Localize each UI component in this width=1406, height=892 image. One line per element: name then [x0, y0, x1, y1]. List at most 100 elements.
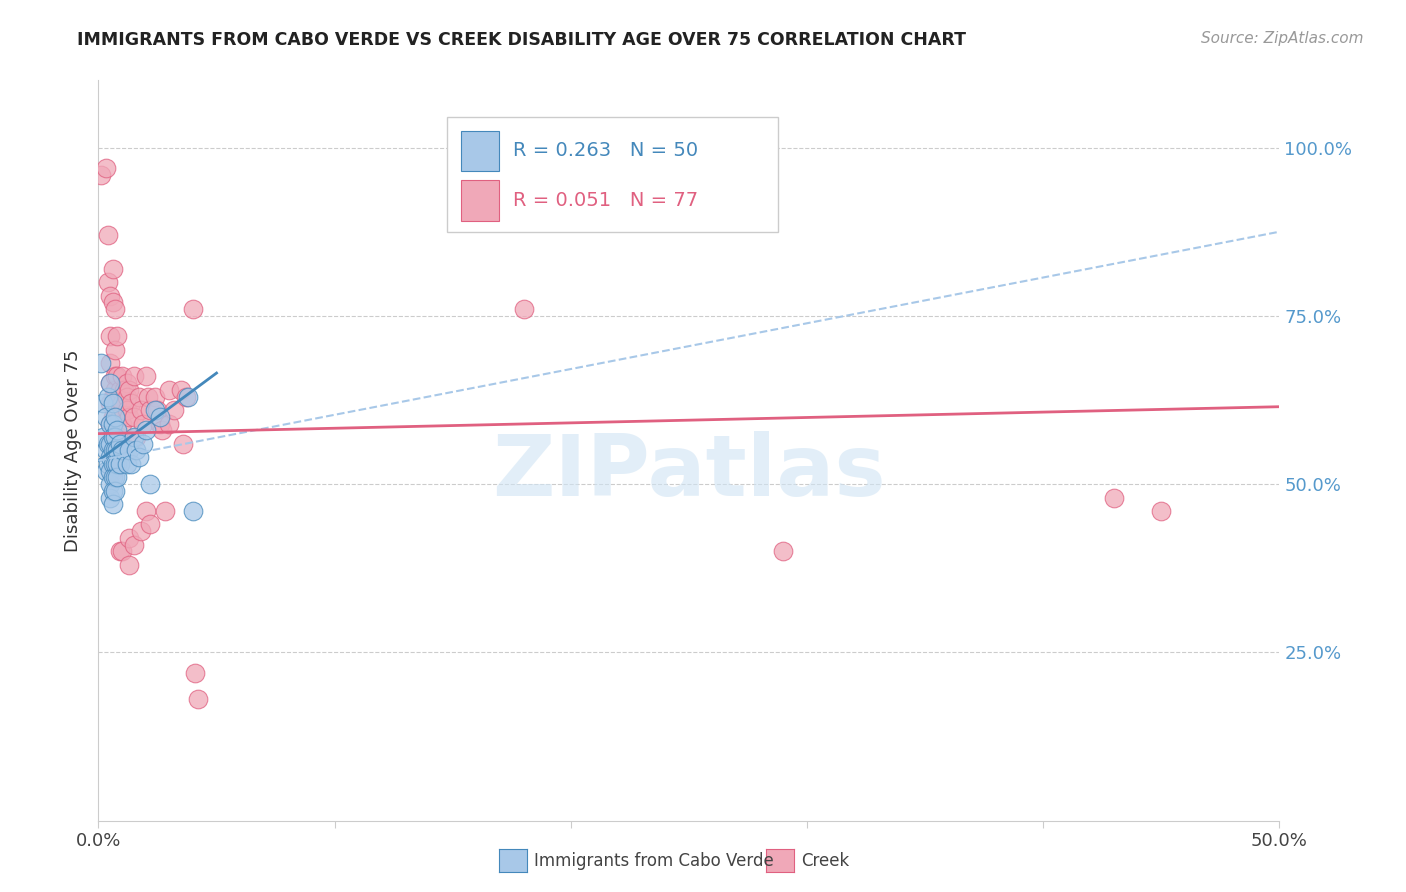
- Text: R = 0.051   N = 77: R = 0.051 N = 77: [513, 191, 699, 211]
- Point: [98, 417, 121, 431]
- Point: [104, 343, 127, 357]
- Text: R = 0.263   N = 50: R = 0.263 N = 50: [513, 142, 699, 161]
- Point: [187, 692, 209, 706]
- Point: [104, 369, 127, 384]
- Point: [104, 302, 127, 317]
- Point: [181, 504, 204, 518]
- Point: [184, 665, 207, 680]
- Point: [108, 544, 131, 558]
- Point: [108, 436, 131, 450]
- Point: [121, 396, 143, 410]
- Point: [118, 443, 141, 458]
- Point: [101, 409, 124, 424]
- Point: [98, 376, 121, 391]
- Point: [105, 423, 128, 437]
- Y-axis label: Disability Age Over 75: Disability Age Over 75: [65, 349, 83, 552]
- Point: [101, 483, 124, 498]
- Point: [115, 376, 138, 391]
- FancyBboxPatch shape: [447, 117, 778, 232]
- Point: [104, 470, 127, 484]
- Point: [128, 450, 150, 465]
- Text: IMMIGRANTS FROM CABO VERDE VS CREEK DISABILITY AGE OVER 75 CORRELATION CHART: IMMIGRANTS FROM CABO VERDE VS CREEK DISA…: [77, 31, 966, 49]
- Point: [98, 477, 121, 491]
- Point: [90, 168, 112, 182]
- Point: [118, 383, 141, 397]
- Point: [115, 390, 138, 404]
- Point: [115, 403, 138, 417]
- Point: [149, 417, 172, 431]
- Text: ZIPatlas: ZIPatlas: [492, 431, 886, 514]
- Point: [1150, 504, 1173, 518]
- Point: [90, 356, 112, 370]
- Point: [512, 302, 534, 317]
- Point: [172, 436, 194, 450]
- Point: [98, 464, 121, 478]
- Bar: [461, 130, 499, 171]
- Point: [98, 491, 121, 505]
- Point: [98, 329, 121, 343]
- Text: Immigrants from Cabo Verde: Immigrants from Cabo Verde: [534, 852, 775, 870]
- Point: [101, 430, 124, 444]
- Point: [101, 443, 124, 458]
- Point: [105, 470, 128, 484]
- Point: [104, 383, 127, 397]
- Point: [146, 403, 169, 417]
- Point: [111, 544, 134, 558]
- Point: [132, 417, 155, 431]
- Point: [94, 161, 117, 175]
- Point: [108, 430, 131, 444]
- Point: [101, 470, 124, 484]
- Point: [143, 390, 166, 404]
- Point: [139, 403, 162, 417]
- Point: [98, 396, 121, 410]
- Point: [97, 275, 120, 289]
- Point: [98, 356, 121, 370]
- Point: [105, 409, 128, 424]
- Point: [104, 443, 127, 458]
- Point: [98, 288, 121, 302]
- Point: [104, 430, 127, 444]
- Point: [150, 423, 173, 437]
- Point: [101, 417, 124, 431]
- Point: [135, 423, 157, 437]
- Point: [157, 383, 180, 397]
- Point: [115, 457, 138, 471]
- Point: [105, 396, 128, 410]
- Point: [94, 409, 117, 424]
- Point: [111, 443, 134, 458]
- Point: [94, 464, 117, 478]
- Point: [104, 483, 127, 498]
- Point: [98, 450, 121, 465]
- Point: [91, 430, 114, 444]
- Point: [118, 409, 141, 424]
- Point: [105, 443, 128, 458]
- Point: [94, 443, 117, 458]
- Point: [122, 538, 145, 552]
- Point: [104, 430, 127, 444]
- Point: [129, 524, 152, 539]
- Point: [101, 396, 124, 410]
- Point: [101, 430, 124, 444]
- Point: [108, 457, 131, 471]
- Point: [101, 497, 124, 511]
- Point: [122, 369, 145, 384]
- Point: [101, 295, 124, 310]
- Point: [112, 383, 135, 397]
- Point: [163, 403, 186, 417]
- Point: [129, 403, 152, 417]
- Point: [98, 376, 121, 391]
- Point: [121, 457, 143, 471]
- Point: [97, 390, 120, 404]
- Point: [101, 261, 124, 276]
- Point: [104, 457, 127, 471]
- Point: [125, 430, 148, 444]
- Point: [136, 390, 159, 404]
- Point: [1102, 491, 1125, 505]
- Point: [108, 409, 131, 424]
- Point: [104, 409, 127, 424]
- Point: [111, 417, 134, 431]
- Point: [98, 436, 121, 450]
- Point: [98, 417, 121, 431]
- Point: [108, 383, 131, 397]
- Point: [174, 390, 197, 404]
